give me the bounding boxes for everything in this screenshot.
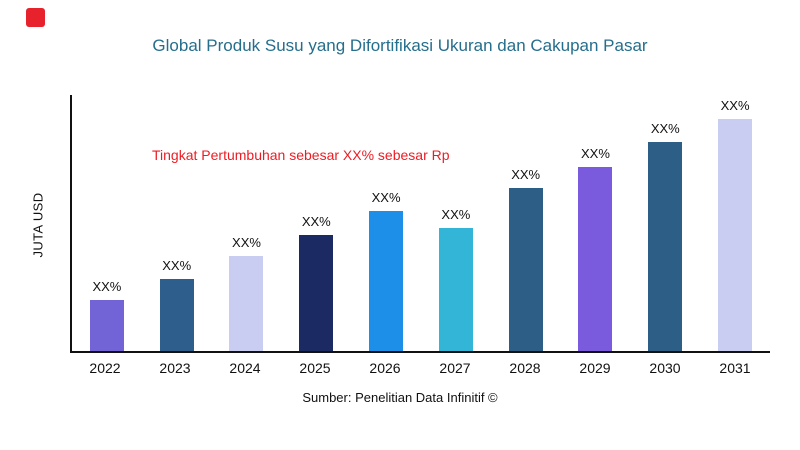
bar-value-label: XX% — [511, 167, 541, 183]
bar — [648, 142, 683, 351]
bar-value-label: XX% — [301, 213, 331, 229]
plot-area: Tingkat Pertumbuhan sebesar XX% sebesar … — [70, 95, 770, 353]
bar-column: XX% — [491, 95, 561, 351]
bar — [508, 188, 543, 351]
bar-column: XX% — [212, 95, 282, 351]
bar — [89, 299, 124, 351]
bar — [718, 119, 753, 351]
y-axis-label: JUTA USD — [30, 192, 46, 258]
bar-column: XX% — [561, 95, 631, 351]
bar-column: XX% — [72, 95, 142, 351]
bar-column: XX% — [700, 95, 770, 351]
bar — [229, 256, 264, 351]
bar-column: XX% — [351, 95, 421, 351]
x-tick-label: 2026 — [369, 360, 401, 376]
chart-title: Global Produk Susu yang Difortifikasi Uk… — [152, 36, 648, 55]
x-tick-label: 2027 — [439, 360, 471, 376]
x-tick-label: 2024 — [229, 360, 261, 376]
bar — [299, 234, 334, 351]
bar-column: XX% — [142, 95, 212, 351]
bar-series: XX% XX% XX% XX% XX% XX% XX% XX% XX% XX% — [72, 95, 770, 351]
source-text: Sumber: Penelitian Data Infinitif © — [302, 390, 498, 405]
bar-value-label: XX% — [162, 258, 192, 274]
bar-value-label: XX% — [720, 98, 750, 114]
bar-value-label: XX% — [371, 190, 401, 206]
x-tick-label: 2025 — [299, 360, 331, 376]
bar-value-label: XX% — [232, 235, 261, 251]
x-axis-tick-row: 2022 2023 2024 2025 2026 2027 2028 2029 2030 2031 — [70, 360, 770, 376]
bar-column: XX% — [421, 95, 491, 351]
bar — [578, 166, 613, 351]
bar-column: XX% — [630, 95, 700, 351]
brand-logo — [26, 8, 45, 27]
bar — [369, 211, 404, 351]
bar-column: XX% — [281, 95, 351, 351]
x-tick-label: 2030 — [649, 360, 681, 376]
x-tick-label: 2028 — [509, 360, 541, 376]
bar-value-label: XX% — [441, 207, 471, 223]
x-tick-label: 2031 — [719, 360, 751, 376]
growth-annotation: Tingkat Pertumbuhan sebesar XX% sebesar … — [152, 147, 450, 163]
bar — [438, 228, 473, 351]
bar — [159, 279, 194, 351]
bar-value-label: XX% — [581, 145, 610, 161]
bar-value-label: XX% — [92, 278, 122, 294]
x-tick-label: 2022 — [89, 360, 121, 376]
x-tick-label: 2023 — [159, 360, 191, 376]
x-tick-label: 2029 — [579, 360, 611, 376]
bar-value-label: XX% — [650, 121, 680, 137]
